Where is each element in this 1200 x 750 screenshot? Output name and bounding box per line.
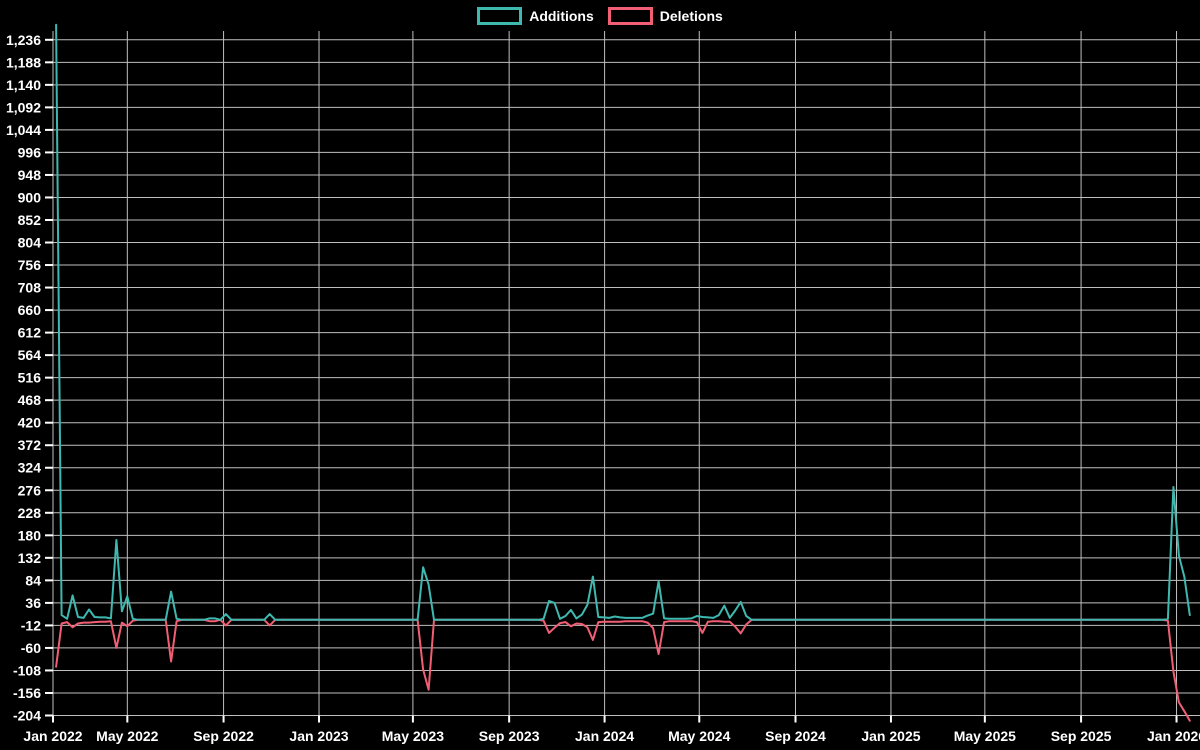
- y-tick-label: -108: [13, 662, 41, 678]
- y-tick-label: 996: [18, 144, 42, 160]
- y-tick-label: 756: [18, 257, 42, 273]
- y-tick-label: 1,140: [6, 77, 41, 93]
- y-tick-label: 900: [18, 189, 42, 205]
- y-tick-label: 420: [18, 415, 42, 431]
- legend-label-deletions: Deletions: [659, 8, 723, 24]
- y-tick-label: 228: [18, 505, 42, 521]
- legend-item-additions[interactable]: Additions: [477, 7, 594, 25]
- y-tick-label: -12: [21, 617, 41, 633]
- axis-labels: -204 -156 -108 -60 -12 36 84 132 180 228 276 324 372…: [6, 32, 1200, 744]
- y-tick-label: 324: [18, 460, 42, 476]
- y-tick-label: 468: [18, 392, 42, 408]
- y-tick-label: 564: [18, 347, 42, 363]
- y-tick-label: 1,236: [6, 32, 41, 48]
- x-tick-label: Jan 2025: [861, 728, 920, 744]
- y-tick-label: -204: [13, 708, 41, 724]
- y-tick-label: 852: [18, 212, 42, 228]
- y-tick-label: 660: [18, 302, 42, 318]
- y-tick-label: -156: [13, 685, 41, 701]
- y-tick-label: 1,188: [6, 54, 41, 70]
- y-tick-label: 708: [18, 280, 42, 296]
- additions-swatch-icon: [477, 7, 523, 25]
- y-tick-label: 612: [18, 325, 42, 341]
- x-tick-label: Jan 2023: [289, 728, 348, 744]
- y-tick-label: 1,092: [6, 99, 41, 115]
- x-tick-label: Sep 2022: [193, 728, 254, 744]
- y-tick-label: 84: [25, 572, 41, 588]
- x-tick-label: May 2023: [382, 728, 444, 744]
- y-tick-label: 1,044: [6, 122, 41, 138]
- x-tick-label: May 2024: [668, 728, 730, 744]
- legend-label-additions: Additions: [529, 8, 594, 24]
- y-tick-label: 36: [25, 595, 41, 611]
- y-tick-label: 132: [18, 550, 42, 566]
- x-tick-label: May 2022: [96, 728, 158, 744]
- y-tick-label: 372: [18, 437, 42, 453]
- axis-ticks: [45, 38, 1178, 723]
- gridlines: [52, 31, 1200, 716]
- y-tick-label: -60: [21, 640, 41, 656]
- x-tick-label: Sep 2023: [479, 728, 540, 744]
- x-tick-label: Jan 2024: [575, 728, 634, 744]
- deletions-swatch-icon: [607, 7, 653, 25]
- y-tick-label: 804: [18, 235, 42, 251]
- x-tick-label: Sep 2024: [765, 728, 826, 744]
- additions-line: [55, 23, 1191, 621]
- legend-item-deletions[interactable]: Deletions: [607, 7, 723, 25]
- y-tick-label: 276: [18, 482, 42, 498]
- y-tick-label: 948: [18, 167, 42, 183]
- y-tick-label: 516: [18, 370, 42, 386]
- y-tick-label: 180: [18, 527, 42, 543]
- x-tick-label: Jan 2026: [1147, 728, 1200, 744]
- x-tick-label: May 2025: [954, 728, 1016, 744]
- x-tick-label: Jan 2022: [23, 728, 82, 744]
- x-tick-label: Sep 2025: [1051, 728, 1112, 744]
- chart-legend: Additions Deletions: [0, 5, 1200, 27]
